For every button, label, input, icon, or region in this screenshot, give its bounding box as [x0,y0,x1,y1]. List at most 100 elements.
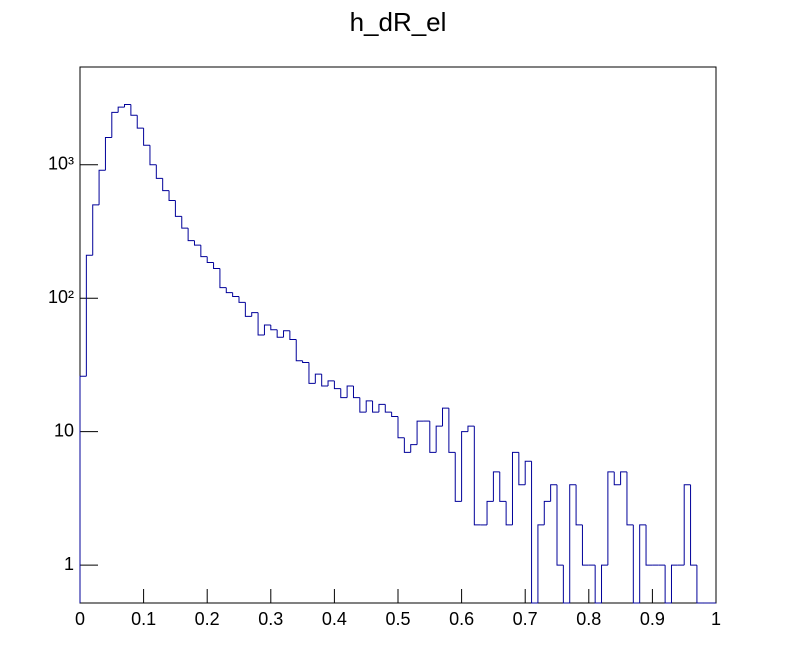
histogram-bin [511,451,519,525]
histogram-bin [263,324,271,335]
histogram-bin [232,292,239,297]
x-tick-label: 0.5 [385,609,410,629]
plot-frame [79,66,717,604]
y-tick-label: 10³ [48,153,74,173]
histogram-bin [626,471,634,526]
histogram-bin [251,312,259,317]
histogram-bin [543,500,551,525]
histogram-bin [664,565,672,604]
histogram-bin [295,339,303,362]
histogram-bin [111,111,119,138]
histogram-bin [581,524,589,566]
x-tick-label: 1 [711,609,721,629]
histogram-bin [556,484,564,566]
histogram-bin [531,461,538,604]
histogram-bin [219,268,227,289]
y-tick-label: 10² [48,287,74,307]
histogram-bin [486,500,494,525]
histogram-bin [442,407,449,427]
x-tick-label: 0.9 [640,609,665,629]
histogram-bin [130,104,138,116]
histogram-bin [473,426,481,526]
histogram-bin [333,380,341,390]
histogram-bin [690,484,697,566]
histogram-bin [397,416,405,439]
histogram-bin [492,471,500,502]
histogram-bin [238,296,246,303]
histogram-bin [79,375,87,603]
histogram-bin [92,204,100,256]
histogram-bin [327,380,335,386]
histogram-bin [200,245,208,258]
histogram-bin [314,373,322,384]
histogram-bin [562,565,570,604]
histogram-bin [213,262,220,269]
histogram-bin [467,425,475,432]
y-tick-label: 1 [64,554,74,574]
histogram-bin [117,106,125,113]
histogram-bin [181,216,189,229]
histogram-bin [461,431,468,502]
histogram-bin [206,256,214,264]
histogram-bin [384,404,392,413]
x-tick-label: 0 [75,609,85,629]
histogram-bin [518,452,526,486]
histogram-bin [454,452,462,502]
histogram-bin [416,420,424,445]
histogram-bin [645,524,653,566]
chart-title: h_dR_el [350,7,447,37]
histogram-bin [85,254,93,377]
histogram-bin [632,524,640,604]
histogram-bin [569,484,577,603]
histogram-bin [575,484,583,526]
histogram-bin [346,385,354,398]
histogram-bin [594,565,602,604]
histogram-bin [308,362,316,384]
histogram-bin [143,128,150,146]
histogram-bin [391,412,398,417]
histogram-bin [136,115,144,129]
histogram-bin [352,385,360,399]
histogram-bin [359,397,367,413]
x-tick-label: 0.7 [513,609,538,629]
histogram-bin [683,484,691,566]
histogram-bin [270,324,278,331]
histogram-bin [340,388,348,399]
x-tick-label: 0.8 [576,609,601,629]
histogram-bin [174,200,182,217]
histogram-bin [613,471,621,486]
histogram-bin [505,501,513,526]
histogram-bin [601,564,608,603]
x-tick-label: 0.4 [322,609,347,629]
histogram-bin [435,425,443,453]
histogram-bin [372,400,379,413]
histogram-bin [696,565,704,604]
histogram-bin [537,524,545,603]
x-tick-label: 0.3 [258,609,283,629]
histogram-bin [378,403,386,413]
histogram-bin [168,190,176,201]
histogram-bin [244,302,252,317]
histogram-bin [620,471,627,485]
histogram-bin [225,287,233,294]
x-tick-label: 0.2 [195,609,220,629]
histogram-bin [149,145,157,166]
histogram-bin [410,444,418,453]
histogram-bin [403,437,411,453]
histogram-bin [104,137,112,171]
histogram-bin [670,564,678,603]
histogram-bin [276,329,284,338]
histogram-bin [365,400,373,413]
histogram-bin [193,240,201,246]
histogram-bin [155,164,163,179]
histogram-bin [162,178,170,192]
histogram-bin [499,471,507,502]
histogram-bin [448,408,456,453]
histogram-bin [283,330,290,338]
histogram-bin [429,421,437,453]
y-tick-label: 10 [54,420,74,440]
x-tick-label: 0.1 [131,609,156,629]
histogram-bin [321,374,329,387]
histogram-bin [289,330,297,341]
